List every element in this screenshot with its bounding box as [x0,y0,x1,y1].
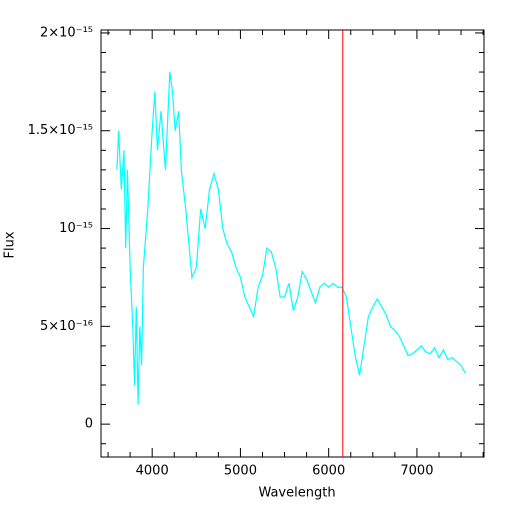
x-axis-label: Wavelength [258,486,335,501]
y-tick-label: 5×10⁻¹⁶ [40,319,93,334]
spectrum-line [116,71,466,405]
y-tick-label: 10⁻¹⁵ [59,221,93,236]
x-tick-label: 7000 [400,464,433,479]
plot-frame [100,29,485,458]
y-axis-label: Flux [3,231,18,258]
x-tick-label: 6000 [312,464,345,479]
x-tick-label: 4000 [136,464,169,479]
y-tick-label: 1.5×10⁻¹⁵ [28,123,93,138]
y-tick-label: 2×10⁻¹⁵ [40,25,93,40]
x-tick-label: 5000 [224,464,257,479]
y-tick-label: 0 [85,417,93,432]
